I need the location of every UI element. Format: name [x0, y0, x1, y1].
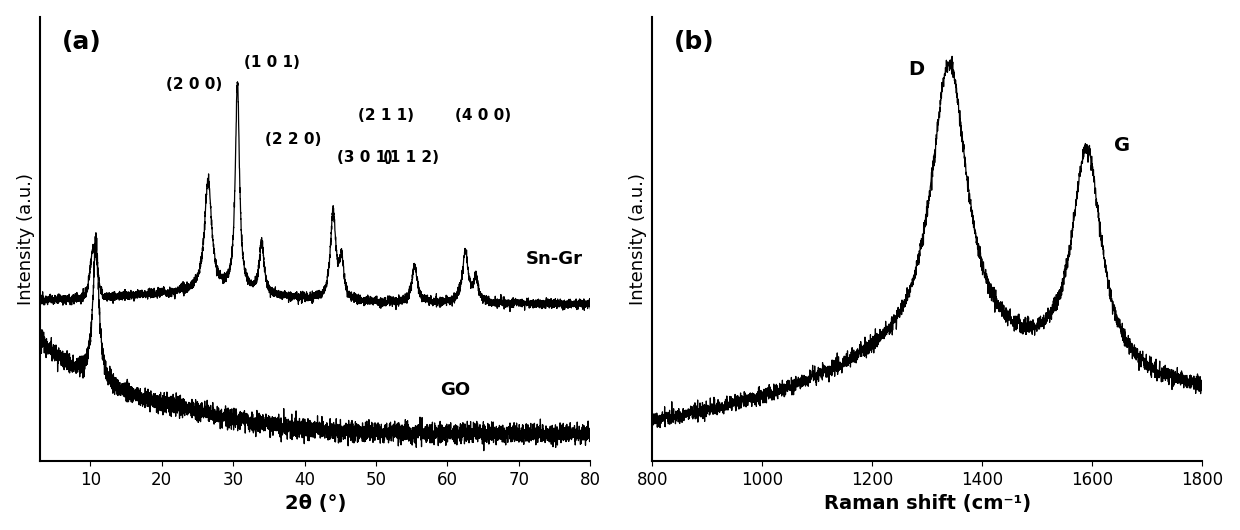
Text: (1 0 1): (1 0 1) [244, 55, 300, 69]
Text: GO: GO [440, 381, 470, 399]
Text: (1 1 2): (1 1 2) [383, 151, 439, 165]
Text: G: G [1115, 136, 1131, 155]
Text: Sn-Gr: Sn-Gr [526, 250, 583, 268]
Y-axis label: Intensity (a.u.): Intensity (a.u.) [16, 173, 35, 305]
Text: (b): (b) [675, 30, 714, 54]
Text: (4 0 0): (4 0 0) [455, 108, 511, 122]
Text: D: D [909, 60, 925, 80]
Text: (a): (a) [62, 30, 102, 54]
X-axis label: Raman shift (cm⁻¹): Raman shift (cm⁻¹) [823, 494, 1030, 514]
Text: (2 2 0): (2 2 0) [265, 132, 321, 147]
Y-axis label: Intensity (a.u.): Intensity (a.u.) [629, 173, 646, 305]
Text: (2 0 0): (2 0 0) [166, 77, 222, 92]
Text: (3 0 1): (3 0 1) [337, 151, 393, 165]
X-axis label: 2θ (°): 2θ (°) [285, 494, 346, 514]
Text: (2 1 1): (2 1 1) [358, 108, 414, 122]
